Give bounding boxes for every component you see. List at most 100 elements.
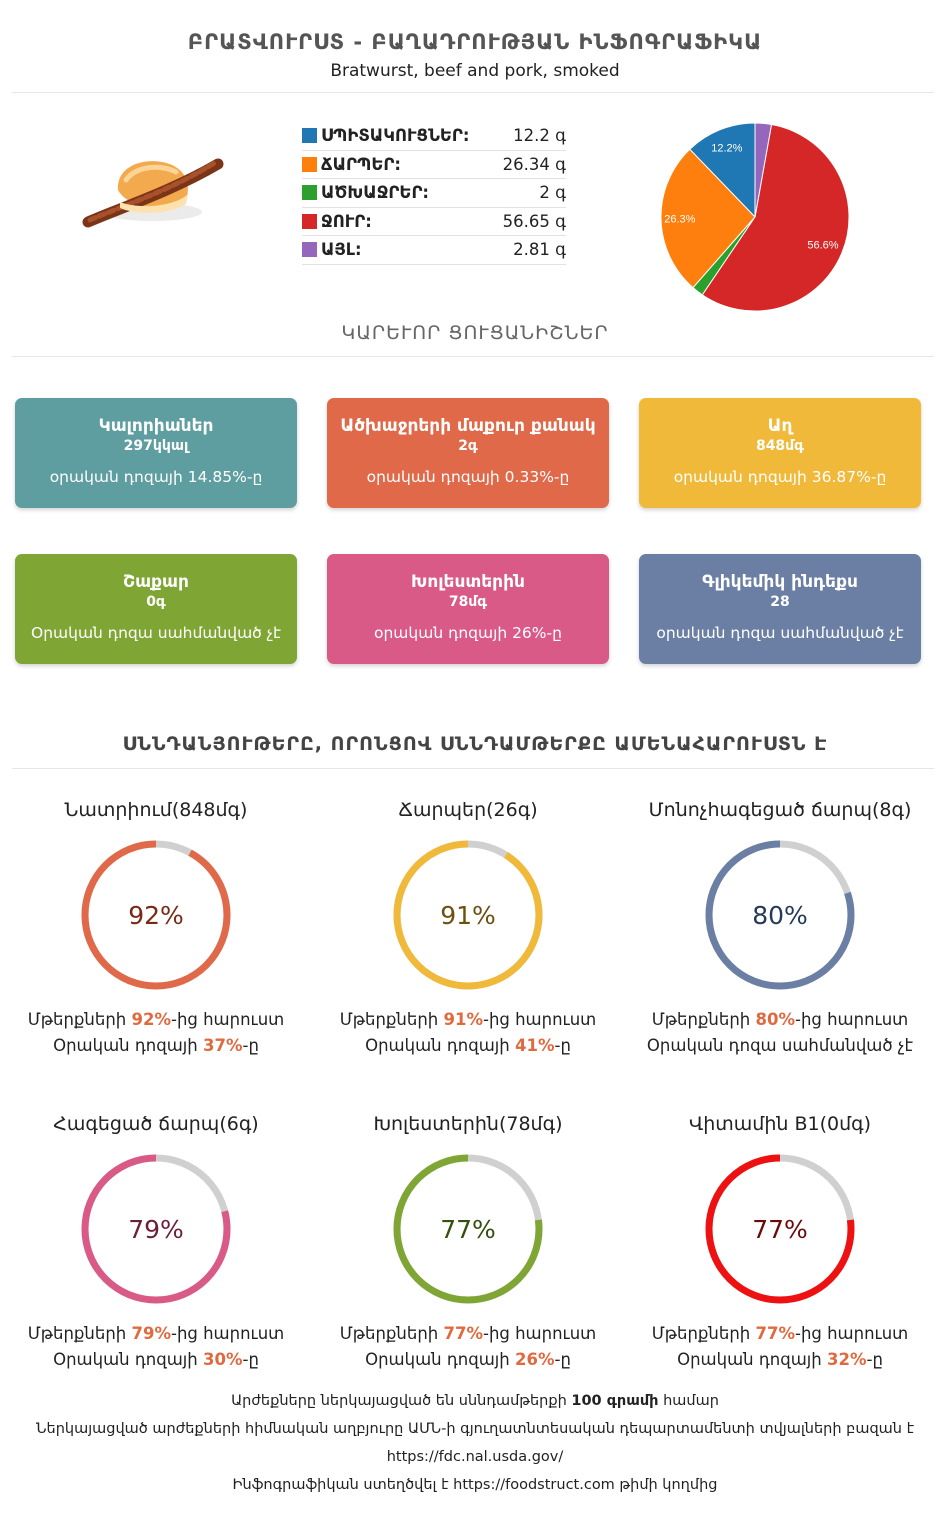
composition-pie-chart: 12.2% 26.3% 56.6% — [660, 122, 850, 312]
rank-prefix: Մթերքների — [27, 1324, 132, 1343]
daily-percent: 41% — [514, 1036, 555, 1055]
nutrient-rank-line: Մթերքների 92%-ից հարուստ — [6, 1007, 306, 1033]
nutrient-rank-line: Մթերքների 79%-ից հարուստ — [6, 1321, 306, 1347]
ring-progress — [393, 840, 543, 990]
card-value: 28 — [770, 594, 790, 610]
legend-row-protein: ՍՊԻՏԱԿՈՒՑՆԵՐ: 12.2 գ — [302, 122, 566, 151]
nutrient-daily-line: Օրական դոզայի 26%-ը — [318, 1347, 618, 1373]
pie-slice-label: 26.3% — [664, 214, 695, 226]
daily-suffix: -ը — [242, 1036, 259, 1055]
nutrient-daily-line: Օրական դոզայի 30%-ը — [6, 1347, 306, 1373]
footer-note-suffix: համար — [658, 1393, 719, 1409]
footer-note: Արժեքները ներկայացված են սննդամթերքի 100… — [0, 1393, 950, 1409]
nutrient-ring: 79% — [81, 1154, 231, 1304]
footer-credit-link[interactable]: https://foodstruct.com — [453, 1477, 615, 1493]
card-title: Գլիկեմիկ ինդեքս — [702, 572, 858, 592]
card-title: Աղ — [767, 416, 793, 436]
rank-percent: 79% — [131, 1324, 171, 1343]
daily-percent: 32% — [826, 1350, 867, 1369]
card-salt: Աղ 848մգ օրական դոզայի 36.87%-ը — [639, 398, 921, 508]
legend-value: 56.65 գ — [502, 211, 566, 231]
legend-row-fat: ՃԱՐՊԵՐ: 26.34 գ — [302, 151, 566, 179]
legend-row-other: ԱՅԼ: 2.81 գ — [302, 236, 566, 265]
rank-prefix: Մթերքների — [27, 1010, 132, 1029]
legend-swatch — [302, 128, 317, 144]
nutrient-title: Ճարպեր(26գ) — [398, 799, 538, 821]
nutrient-rank-line: Մթերքների 91%-ից հարուստ — [318, 1007, 618, 1033]
legend-swatch — [302, 213, 317, 229]
rank-percent: 77% — [755, 1324, 795, 1343]
ring-progress — [393, 1154, 543, 1304]
nutrient-ring: 92% — [81, 840, 231, 990]
card-title: Խոլեստերին — [411, 572, 525, 592]
footer-credit-prefix: Ինֆոգրաֆիկան ստեղծվել է — [232, 1477, 454, 1493]
nutrient-rank-line: Մթերքների 77%-ից հարուստ — [318, 1321, 618, 1347]
ring-progress — [705, 840, 855, 990]
nutrient-title: Վիտամին B1(0մգ) — [688, 1113, 872, 1135]
nutrient-ring: 77% — [393, 1154, 543, 1304]
card-value: 78մգ — [448, 594, 488, 610]
daily-suffix: -ը — [242, 1350, 259, 1369]
nutrient-daily-line: Օրական դոզայի 32%-ը — [630, 1347, 930, 1373]
ring-percent-label: 92% — [128, 901, 184, 930]
nutrient-title: Խոլեստերին(78մգ) — [373, 1113, 563, 1135]
nutrient-saturated-fat: Հագեցած ճարպ(6գ) 79% Մթերքների 79%-ից հա… — [6, 1113, 306, 1373]
pie-slice — [660, 148, 756, 289]
rank-suffix: -ից հարուստ — [170, 1324, 285, 1343]
ring-percent-label: 80% — [752, 901, 808, 930]
legend-value: 2.81 գ — [513, 240, 566, 260]
pie-slice — [701, 123, 850, 312]
card-calories: Կալորիաներ 297կկալ օրական դոզայի 14.85%-… — [15, 398, 297, 508]
ring-percent-label: 91% — [440, 901, 496, 930]
nutrient-title: Նատրիում(848մգ) — [64, 799, 248, 821]
ring-percent-label: 77% — [440, 1215, 496, 1244]
rank-suffix: -ից հարուստ — [170, 1010, 285, 1029]
rank-prefix: Մթերքների — [651, 1010, 756, 1029]
ring-progress — [81, 840, 231, 990]
daily-percent: 30% — [202, 1350, 243, 1369]
card-note: օրական դոզայի 14.85%-ը — [49, 468, 263, 486]
rank-suffix: -ից հարուստ — [794, 1324, 909, 1343]
rank-suffix: -ից հարուստ — [482, 1010, 597, 1029]
pie-slice-label: 12.2% — [711, 142, 742, 154]
nutrient-ring: 80% — [705, 840, 855, 990]
key-indicators-title: ԿԱՐԵՒՈՐ ՑՈՒՑԱՆԻՇՆԵՐ — [341, 322, 609, 344]
card-note: օրական դոզայի 36.87%-ը — [673, 468, 887, 486]
legend-label: ԱԾԽԱՋՐԵՐ: — [321, 183, 430, 203]
legend-value: 26.34 գ — [502, 154, 566, 174]
card-title: Շաքար — [123, 572, 189, 592]
legend-value: 12.2 գ — [513, 126, 566, 146]
pie-slice — [754, 122, 773, 218]
card-note: Օրական դոզա սահմանված չէ — [31, 624, 281, 642]
legend-label: ԱՅԼ: — [321, 240, 362, 260]
nutrient-rank-line: Մթերքների 77%-ից հարուստ — [630, 1321, 930, 1347]
top-nutrients-title: ՍՆՆԴԱՆՅՈՒԹԵՐԸ, ՈՐՈՆՑՈՎ ՍՆՆԴԱՄԹԵՐՔԸ ԱՄԵՆԱ… — [122, 733, 828, 755]
legend-row-carbs: ԱԾԽԱՋՐԵՐ: 2 գ — [302, 179, 566, 208]
rank-prefix: Մթերքների — [339, 1324, 444, 1343]
rank-percent: 91% — [443, 1010, 483, 1029]
rank-prefix: Մթերքների — [339, 1010, 444, 1029]
pie-slice-label: 56.6% — [807, 240, 838, 252]
footer-source-link[interactable]: https://fdc.nal.usda.gov/ — [386, 1449, 564, 1465]
card-value: 297կկալ — [123, 438, 189, 454]
footer-note-prefix: Արժեքները ներկայացված են սննդամթերքի — [231, 1393, 572, 1409]
legend-value: 2 գ — [539, 183, 566, 203]
ring-progress — [81, 1154, 231, 1304]
card-glycemic-index: Գլիկեմիկ ինդեքս 28 օրական դոզա սահմանված… — [639, 554, 921, 664]
nutrient-cholesterol: Խոլեստերին(78մգ) 77% Մթերքների 77%-ից հա… — [318, 1113, 618, 1373]
composition-legend: ՍՊԻՏԱԿՈՒՑՆԵՐ: 12.2 գ ՃԱՐՊԵՐ: 26.34 գ ԱԾԽ… — [302, 122, 566, 265]
daily-suffix: -ը — [554, 1036, 571, 1055]
legend-row-water: ՋՈՒՐ: 56.65 գ — [302, 208, 566, 236]
daily-prefix: Օրական դոզայի — [365, 1036, 515, 1055]
footer-credit: Ինֆոգրաֆիկան ստեղծվել է https://foodstru… — [0, 1477, 950, 1493]
pie-slice — [689, 122, 756, 219]
legend-swatch — [302, 242, 317, 258]
bratwurst-image — [82, 158, 224, 228]
legend-swatch — [302, 156, 317, 172]
daily-suffix: -ը — [554, 1350, 571, 1369]
nutrient-rank-line: Մթերքների 80%-ից հարուստ — [630, 1007, 930, 1033]
card-note: օրական դոզայի 0.33%-ը — [366, 468, 570, 486]
card-value: 2գ — [458, 438, 478, 454]
nutrient-title: Մոնոչհագեցած ճարպ(8գ) — [648, 799, 912, 821]
ring-percent-label: 79% — [128, 1215, 184, 1244]
